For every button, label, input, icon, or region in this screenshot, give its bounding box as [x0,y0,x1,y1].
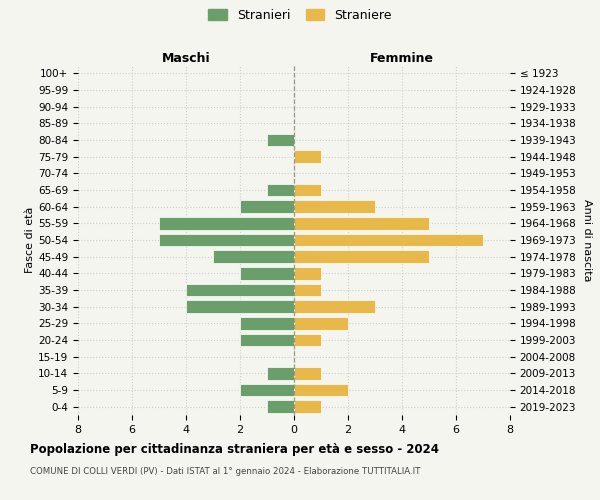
Bar [294,150,321,163]
Bar [240,317,294,330]
Bar [267,400,294,413]
Bar [240,267,294,280]
Bar [294,250,429,263]
Bar [186,300,294,313]
Bar [294,284,321,296]
Text: Femmine: Femmine [370,52,434,65]
Bar [267,367,294,380]
Y-axis label: Fasce di età: Fasce di età [25,207,35,273]
Bar [240,384,294,396]
Bar [294,317,348,330]
Bar [240,200,294,213]
Bar [213,250,294,263]
Text: Popolazione per cittadinanza straniera per età e sesso - 2024: Popolazione per cittadinanza straniera p… [30,442,439,456]
Bar [294,334,321,346]
Bar [240,334,294,346]
Bar [267,134,294,146]
Text: Maschi: Maschi [161,52,211,65]
Text: COMUNE DI COLLI VERDI (PV) - Dati ISTAT al 1° gennaio 2024 - Elaborazione TUTTIT: COMUNE DI COLLI VERDI (PV) - Dati ISTAT … [30,468,421,476]
Bar [294,400,321,413]
Bar [294,300,375,313]
Bar [294,367,321,380]
Bar [294,384,348,396]
Bar [294,267,321,280]
Bar [294,200,375,213]
Bar [294,217,429,230]
Bar [294,184,321,196]
Bar [159,234,294,246]
Bar [186,284,294,296]
Bar [294,234,483,246]
Bar [159,217,294,230]
Bar [267,184,294,196]
Y-axis label: Anni di nascita: Anni di nascita [582,198,592,281]
Legend: Stranieri, Straniere: Stranieri, Straniere [208,8,392,22]
